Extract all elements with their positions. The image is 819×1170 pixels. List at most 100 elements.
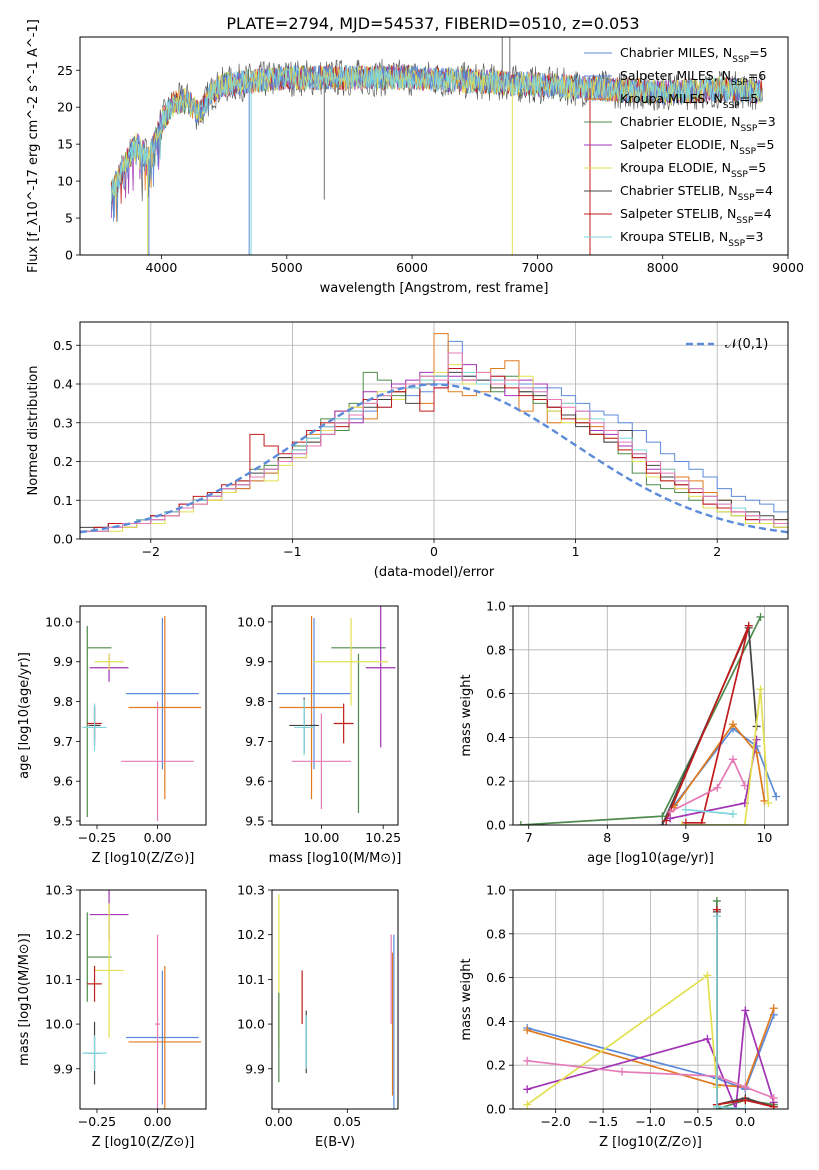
- y-tick-label: 9.8: [53, 694, 73, 709]
- legend-label: Chabrier MILES, NSSP=5: [620, 45, 768, 65]
- spectrum-line: [110, 65, 763, 204]
- weight-line: [669, 757, 746, 813]
- y-tick-label: 0.8: [486, 642, 506, 657]
- weight-marker: [729, 720, 737, 729]
- weight-marker: [703, 971, 712, 980]
- weight-marker: [523, 1100, 532, 1109]
- y-axis-label: mass weight: [459, 674, 474, 756]
- x-tick-label: 0.00: [265, 1114, 293, 1129]
- histogram-step: [80, 368, 788, 539]
- weight-marker: [516, 821, 525, 825]
- weight-marker: [618, 1067, 627, 1076]
- weight-marker: [769, 1094, 778, 1103]
- y-tick-label: 0.0: [486, 818, 506, 833]
- x-tick-label: 8: [603, 830, 611, 845]
- weight-marker: [769, 1004, 778, 1013]
- histogram-step: [80, 364, 788, 539]
- weight-marker: [741, 1105, 750, 1109]
- weight-marker: [744, 621, 753, 630]
- y-tick-label: 10: [57, 174, 73, 189]
- x-axis-label: mass [log10(M/M⊙)]: [269, 851, 402, 866]
- plot-area-residuals: [80, 322, 788, 539]
- weight-line: [520, 616, 762, 825]
- axes-massweight_vs_age: 7 8 9 10 0.0 0.2 0.4 0.6 0.8 1.0 age [log10(age/yr…: [459, 599, 789, 866]
- histogram-step: [80, 364, 788, 539]
- weight-marker: [523, 1026, 532, 1035]
- x-tick-label: −1: [283, 544, 301, 559]
- y-tick-label: 0.2: [53, 454, 73, 469]
- y-tick-label: 10.2: [237, 927, 265, 942]
- y-tick-label: 10.1: [45, 972, 73, 987]
- y-axis-label: mass [log10(M/M⊙)]: [17, 933, 32, 1066]
- y-tick-label: 0.6: [486, 686, 506, 701]
- y-axis-label: age [log10(age/yr)]: [17, 652, 32, 779]
- legend-label: Kroupa STELIB, NSSP=3: [620, 229, 764, 249]
- x-tick-label: 10: [756, 830, 772, 845]
- weight-marker: [729, 810, 737, 819]
- weight-marker: [741, 1006, 750, 1015]
- y-tick-label: 0.0: [486, 1102, 506, 1117]
- axes-age_vs_Z: −0.25 0.00 9.5 9.6 9.7 9.8 9.9 10.0 Z [log10(Z/Z…: [17, 605, 207, 866]
- weight-marker: [658, 821, 667, 825]
- y-tick-label: 10.2: [45, 927, 73, 942]
- weight-line: [526, 1008, 775, 1088]
- x-tick-label: 0.05: [333, 1114, 361, 1129]
- weight-marker: [740, 821, 749, 825]
- x-tick-label: 6000: [396, 260, 428, 275]
- y-tick-label: 25: [57, 63, 73, 78]
- figure-title: PLATE=2794, MJD=54537, FIBERID=0510, z=0…: [226, 14, 639, 33]
- histogram-step: [80, 340, 788, 539]
- x-tick-label: 4000: [146, 260, 178, 275]
- x-tick-label: −1.0: [635, 1114, 665, 1129]
- y-tick-label: 10.0: [237, 614, 265, 629]
- plot-area-massweight_vs_age: [513, 606, 788, 825]
- histogram-step: [80, 368, 788, 539]
- legend-label: Chabrier ELODIE, NSSP=3: [620, 114, 776, 134]
- y-tick-label: 10.0: [237, 1017, 265, 1032]
- weight-marker: [729, 755, 737, 764]
- y-tick-label: 9.9: [53, 1061, 73, 1076]
- weight-line: [673, 722, 766, 808]
- axes-mass_vs_Z: −0.25 0.00 9.9 10.0 10.1 10.2 10.3 Z [log10(Z/Z…: [17, 883, 207, 1150]
- histogram-step: [80, 371, 788, 539]
- x-tick-label: 7: [525, 830, 533, 845]
- histogram-step: [80, 352, 788, 539]
- y-tick-label: 5: [65, 211, 73, 226]
- weight-marker: [756, 685, 765, 694]
- axes-frame: [271, 889, 399, 1110]
- weight-marker: [764, 799, 773, 808]
- weight-marker: [658, 812, 667, 821]
- x-axis-label: Z [log10(Z/Z⊙)]: [92, 851, 195, 866]
- y-tick-label: 9.7: [245, 734, 265, 749]
- axes-frame: [512, 605, 789, 826]
- y-axis-label: mass weight: [459, 958, 474, 1040]
- x-axis-label: E(B-V): [315, 1135, 355, 1150]
- weight-marker: [756, 612, 765, 621]
- weight-marker: [703, 1034, 712, 1043]
- y-tick-label: 0.6: [486, 970, 506, 985]
- plot-area-spectrum: [110, 37, 763, 255]
- plot-area-mass_vs_Z: [82, 890, 202, 1109]
- y-tick-label: 9.6: [245, 774, 265, 789]
- weight-marker: [713, 783, 722, 792]
- x-tick-label: 0.00: [144, 830, 172, 845]
- axes-frame: [79, 321, 789, 540]
- axes-residuals: −2 −1 0 1 2 0.0 0.1 0.2 0.3 0.4 0.5 (data-model)/er…: [26, 321, 789, 580]
- y-tick-label: 20: [57, 100, 73, 115]
- x-tick-label: 9: [682, 830, 690, 845]
- legend-label: Salpeter STELIB, NSSP=4: [620, 206, 772, 226]
- x-tick-label: 2: [713, 544, 721, 559]
- weight-line: [685, 808, 734, 815]
- weight-marker: [681, 805, 690, 814]
- axes-frame: [79, 889, 207, 1110]
- weight-marker: [666, 814, 675, 823]
- weight-marker: [769, 1102, 778, 1109]
- y-tick-label: 10.0: [45, 1017, 73, 1032]
- x-tick-label: 1: [572, 544, 580, 559]
- y-tick-label: 10.1: [237, 972, 265, 987]
- weight-line: [526, 1014, 775, 1091]
- weight-line: [665, 625, 750, 824]
- x-tick-label: −1.5: [588, 1114, 618, 1129]
- y-tick-label: 9.5: [245, 814, 265, 829]
- spectrum-line: [110, 64, 763, 202]
